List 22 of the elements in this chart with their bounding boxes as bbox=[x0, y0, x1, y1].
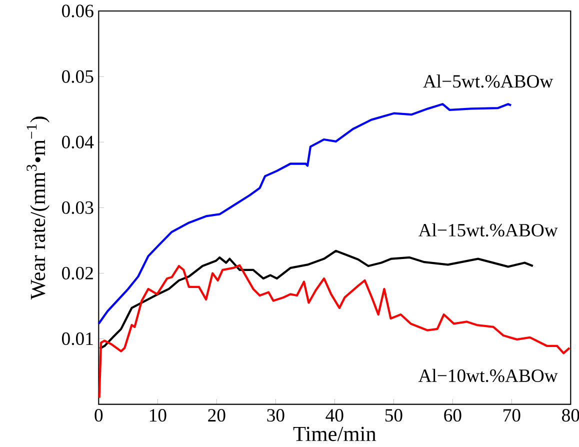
y-tick-label: 0.03 bbox=[62, 201, 94, 214]
y-tick-label: 0.01 bbox=[62, 332, 93, 346]
line-series bbox=[98, 250, 534, 350]
x-tick-label: 20 bbox=[208, 409, 226, 422]
x-tick-label: 50 bbox=[385, 409, 402, 422]
series-label: Al−15wt.%ABOw bbox=[418, 223, 558, 237]
x-tick-label: 60 bbox=[444, 409, 462, 422]
x-tick-label: 40 bbox=[326, 409, 344, 422]
x-tick-label: 0 bbox=[94, 409, 103, 422]
y-axis-title: Wear rate/(mm$^{3}$•m$^{−1}$) bbox=[26, 116, 50, 300]
x-tick-label: 10 bbox=[150, 409, 166, 422]
x-tick-label: 30 bbox=[267, 409, 284, 422]
y-tick-label: 0.06 bbox=[62, 4, 94, 18]
y-tick-label: 0.04 bbox=[62, 136, 94, 148]
x-tick-label: 70 bbox=[504, 409, 520, 422]
x-axis-title: Time/min bbox=[293, 426, 376, 442]
series-label: Al−10wt.%ABOw bbox=[418, 368, 558, 382]
x-tick-label: 80 bbox=[562, 409, 579, 422]
series-label: Al−5wt.%ABOw bbox=[423, 74, 554, 88]
y-tick-label: 0.02 bbox=[62, 266, 93, 280]
line-series bbox=[98, 264, 571, 399]
y-tick-label: 0.05 bbox=[62, 70, 94, 83]
